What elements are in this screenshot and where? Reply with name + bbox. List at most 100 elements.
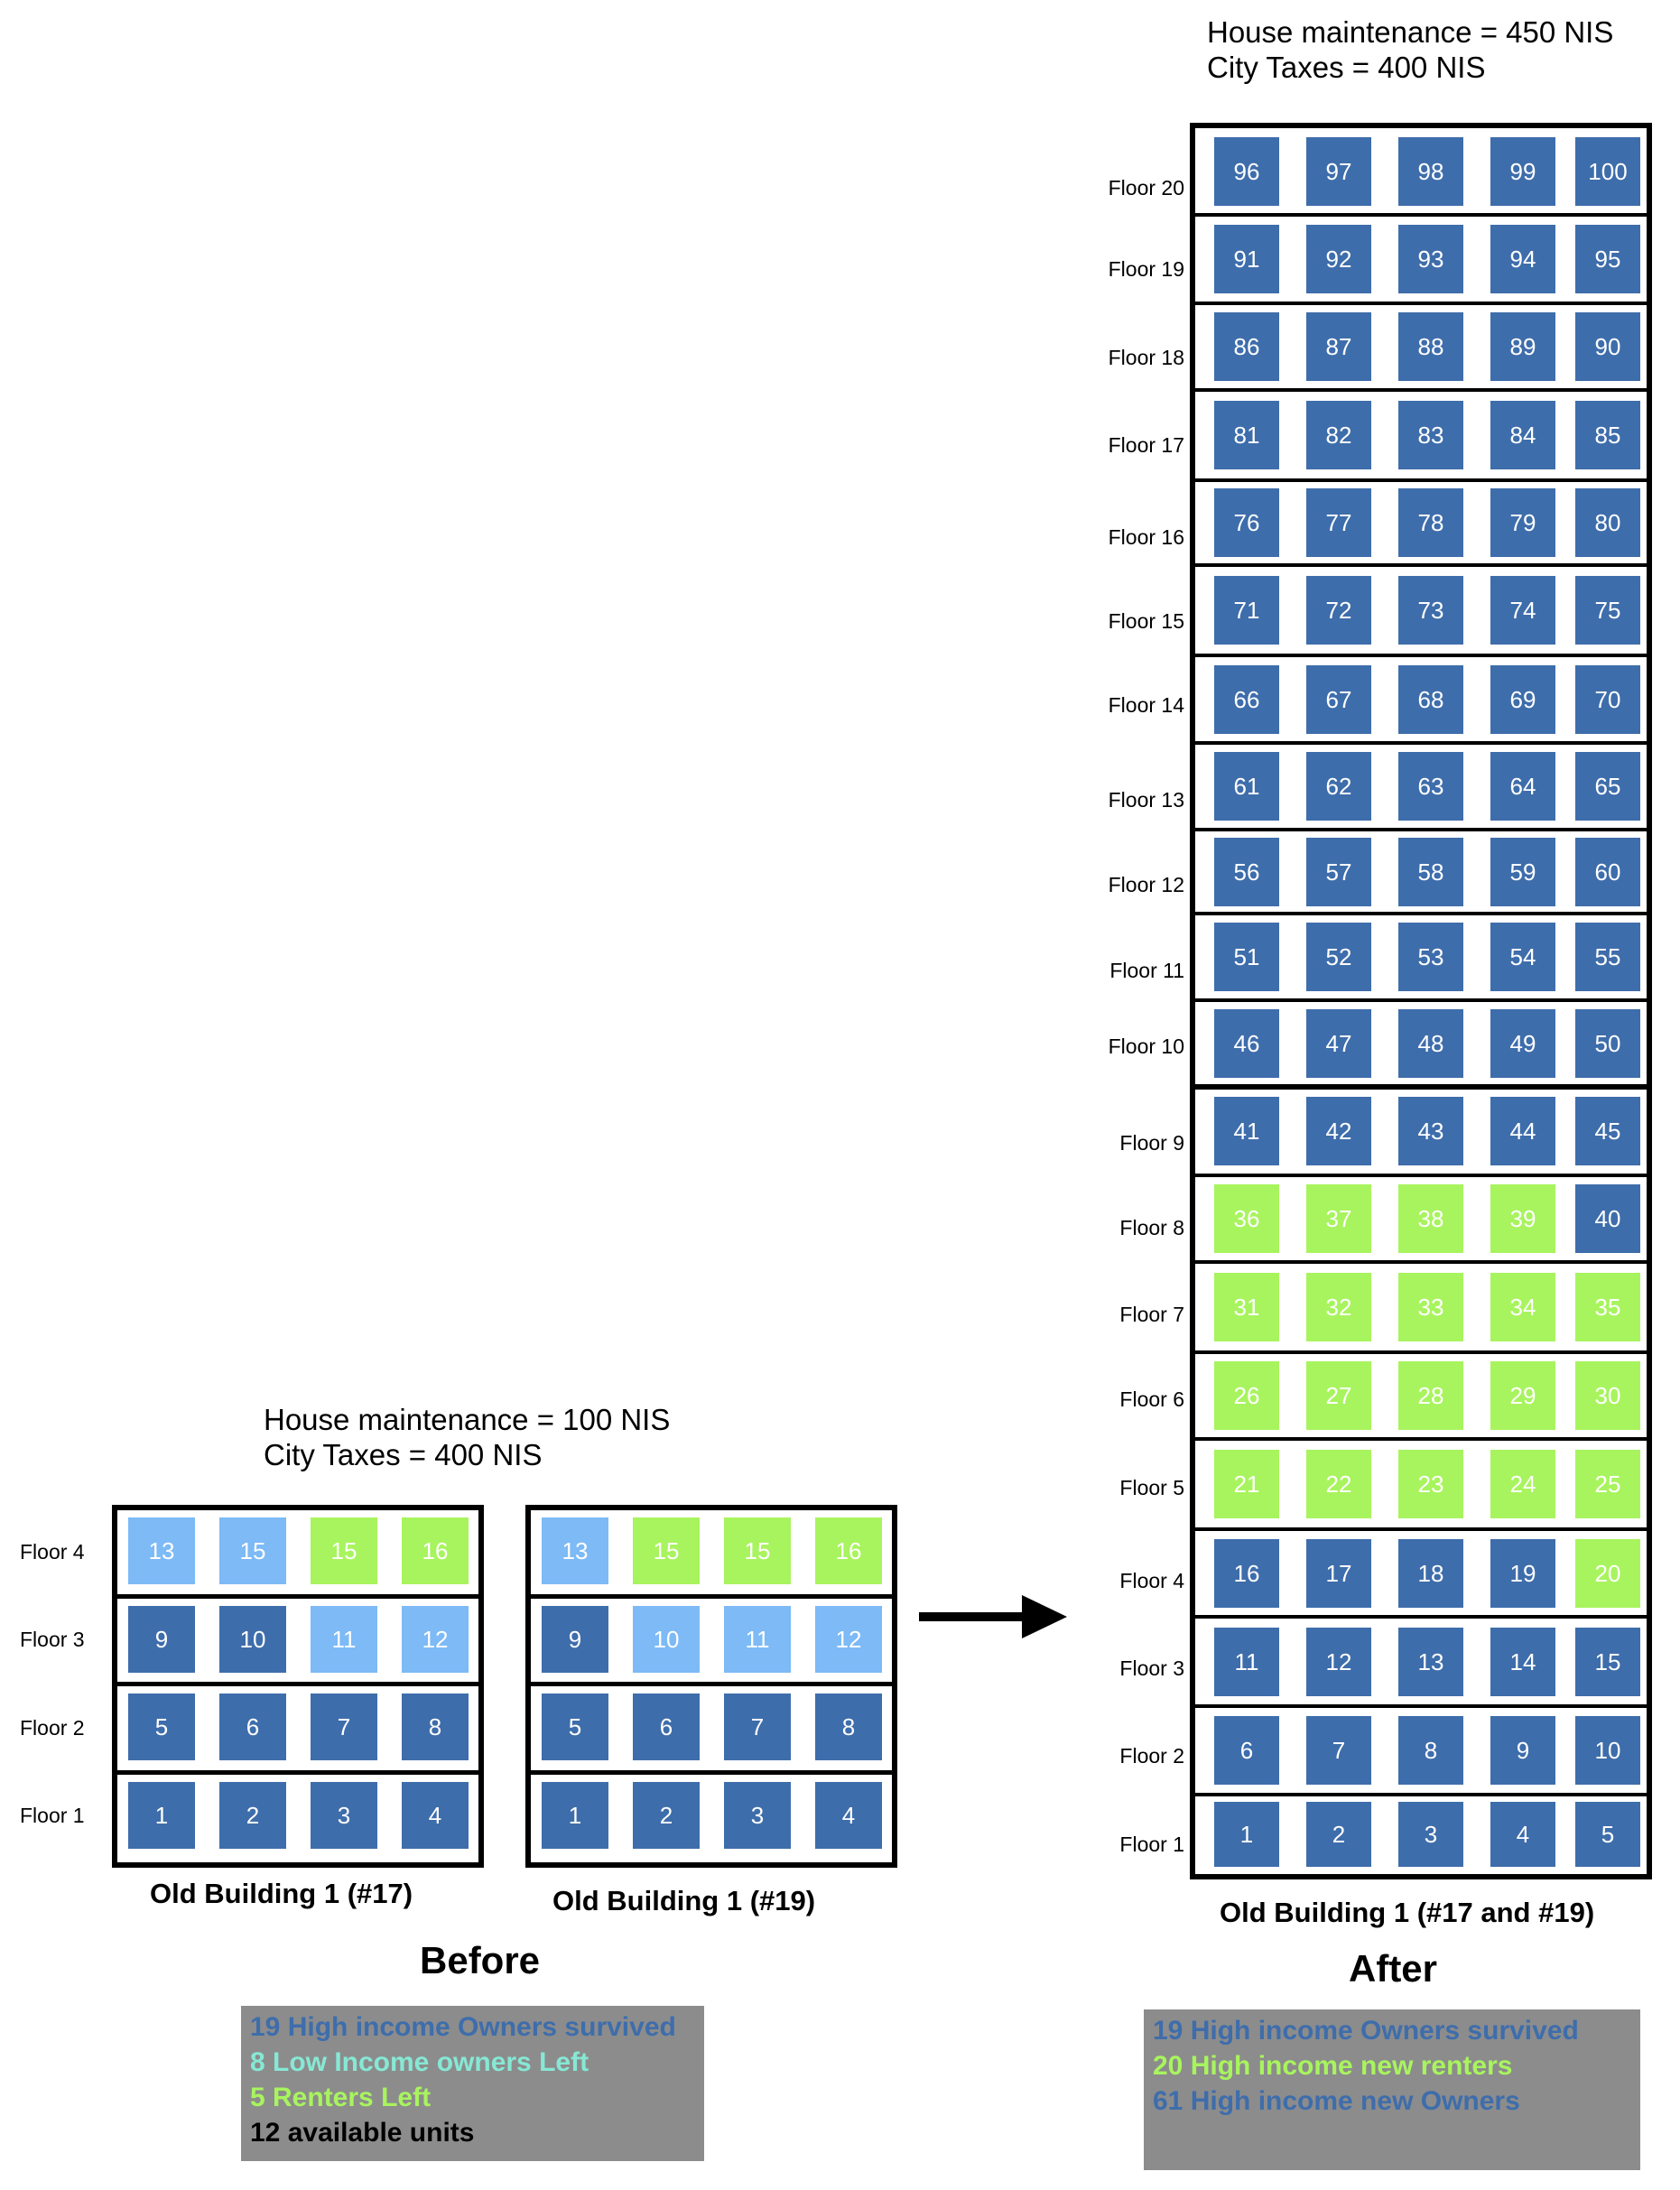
after-floor-label: Floor 10 xyxy=(1108,1035,1184,1058)
floor-separator xyxy=(1195,1527,1647,1531)
after-title: After xyxy=(1349,1947,1438,1990)
unit-dark: 52 xyxy=(1306,923,1371,991)
floor-separator xyxy=(1195,478,1647,482)
arrow-head-icon xyxy=(1022,1595,1067,1638)
floor-separator xyxy=(117,1770,478,1775)
unit-dark: 80 xyxy=(1575,488,1640,557)
unit-green: 15 xyxy=(311,1517,377,1584)
after-floor-label: Floor 15 xyxy=(1108,609,1184,633)
unit-dark: 61 xyxy=(1214,752,1279,821)
unit-green: 22 xyxy=(1306,1450,1371,1518)
unit-dark: 87 xyxy=(1306,312,1371,381)
after-floor-label: Floor 2 xyxy=(1119,1744,1184,1768)
unit-green: 23 xyxy=(1398,1450,1463,1518)
unit-dark: 88 xyxy=(1398,312,1463,381)
floor-separator xyxy=(1195,1350,1647,1354)
unit-dark: 7 xyxy=(311,1694,377,1760)
unit-dark: 91 xyxy=(1214,225,1279,293)
legend-item: 61 High income new Owners xyxy=(1153,2086,1520,2116)
unit-dark: 47 xyxy=(1306,1009,1371,1078)
after-floor-label: Floor 18 xyxy=(1108,346,1184,369)
after-building-caption: Old Building 1 (#17 and #19) xyxy=(1220,1897,1595,1928)
after-floor-label: Floor 14 xyxy=(1108,693,1184,717)
before-building-19: 13 15 15 16 9 10 11 12 5 6 7 8 1 2 3 4 xyxy=(525,1505,897,1868)
floor-separator xyxy=(1195,388,1647,392)
unit-green: 38 xyxy=(1398,1184,1463,1253)
legend-item: 12 available units xyxy=(250,2118,475,2148)
after-floor-label: Floor 11 xyxy=(1109,959,1184,982)
unit-dark: 75 xyxy=(1575,576,1640,645)
unit-dark: 59 xyxy=(1490,838,1555,906)
before-floor-label: Floor 3 xyxy=(20,1628,85,1651)
floor-separator xyxy=(1195,563,1647,567)
unit-dark: 66 xyxy=(1214,665,1279,734)
unit-dark: 17 xyxy=(1306,1539,1371,1608)
unit-dark: 44 xyxy=(1490,1097,1555,1165)
unit-dark: 71 xyxy=(1214,576,1279,645)
unit-dark: 45 xyxy=(1575,1097,1640,1165)
unit-green: 28 xyxy=(1398,1361,1463,1430)
after-floor-label: Floor 12 xyxy=(1108,873,1184,896)
unit-dark: 9 xyxy=(128,1606,195,1673)
after-floor-label: Floor 17 xyxy=(1108,433,1184,457)
unit-green: 31 xyxy=(1214,1273,1279,1341)
unit-dark: 4 xyxy=(402,1782,469,1849)
floor-separator xyxy=(531,1682,892,1686)
unit-dark: 73 xyxy=(1398,576,1463,645)
unit-dark: 85 xyxy=(1575,401,1640,469)
unit-dark: 3 xyxy=(724,1782,791,1849)
unit-dark: 99 xyxy=(1490,137,1555,206)
unit-dark: 72 xyxy=(1306,576,1371,645)
before-floor-label: Floor 2 xyxy=(20,1716,85,1740)
unit-green: 16 xyxy=(402,1517,469,1584)
unit-dark: 11 xyxy=(1214,1628,1279,1696)
before-legend: 19 High income Owners survived 8 Low Inco… xyxy=(241,2006,704,2161)
unit-green: 16 xyxy=(815,1517,882,1584)
floor-separator xyxy=(1195,1615,1647,1619)
unit-dark: 95 xyxy=(1575,225,1640,293)
unit-green: 32 xyxy=(1306,1273,1371,1341)
floor-separator xyxy=(1195,912,1647,915)
unit-dark: 3 xyxy=(1398,1802,1463,1867)
before-floor-label: Floor 4 xyxy=(20,1540,85,1564)
floor-separator xyxy=(1195,1084,1647,1090)
unit-dark: 81 xyxy=(1214,401,1279,469)
unit-dark: 14 xyxy=(1490,1628,1555,1696)
after-maintenance-cost: House maintenance = 450 NIS xyxy=(1207,15,1614,49)
unit-dark: 56 xyxy=(1214,838,1279,906)
after-floor-label: Floor 5 xyxy=(1119,1476,1184,1499)
unit-light: 10 xyxy=(633,1606,700,1673)
after-floor-label: Floor 9 xyxy=(1119,1131,1184,1155)
unit-dark: 58 xyxy=(1398,838,1463,906)
unit-dark: 70 xyxy=(1575,665,1640,734)
unit-dark: 41 xyxy=(1214,1097,1279,1165)
unit-green: 21 xyxy=(1214,1450,1279,1518)
floor-separator xyxy=(1195,213,1647,217)
floor-separator xyxy=(1195,1793,1647,1796)
unit-green: 26 xyxy=(1214,1361,1279,1430)
floor-separator xyxy=(1195,302,1647,305)
unit-dark: 49 xyxy=(1490,1009,1555,1078)
legend-item: 5 Renters Left xyxy=(250,2083,432,2112)
unit-dark: 76 xyxy=(1214,488,1279,557)
unit-dark: 5 xyxy=(542,1694,608,1760)
after-floor-label: Floor 13 xyxy=(1108,788,1184,812)
unit-dark: 12 xyxy=(1306,1628,1371,1696)
unit-dark: 50 xyxy=(1575,1009,1640,1078)
after-floor-label: Floor 7 xyxy=(1119,1303,1184,1326)
unit-dark: 62 xyxy=(1306,752,1371,821)
before-maintenance-cost: House maintenance = 100 NIS xyxy=(264,1403,671,1436)
unit-green: 29 xyxy=(1490,1361,1555,1430)
floor-separator xyxy=(1195,828,1647,831)
unit-dark: 82 xyxy=(1306,401,1371,469)
legend-item: 20 High income new renters xyxy=(1153,2051,1513,2081)
unit-dark: 92 xyxy=(1306,225,1371,293)
after-costs: House maintenance = 450 NIS City Taxes =… xyxy=(1207,14,1613,85)
unit-green: 37 xyxy=(1306,1184,1371,1253)
unit-dark: 78 xyxy=(1398,488,1463,557)
unit-green: 27 xyxy=(1306,1361,1371,1430)
unit-dark: 100 xyxy=(1575,137,1640,206)
unit-dark: 57 xyxy=(1306,838,1371,906)
floor-separator xyxy=(1195,1260,1647,1264)
unit-dark: 69 xyxy=(1490,665,1555,734)
